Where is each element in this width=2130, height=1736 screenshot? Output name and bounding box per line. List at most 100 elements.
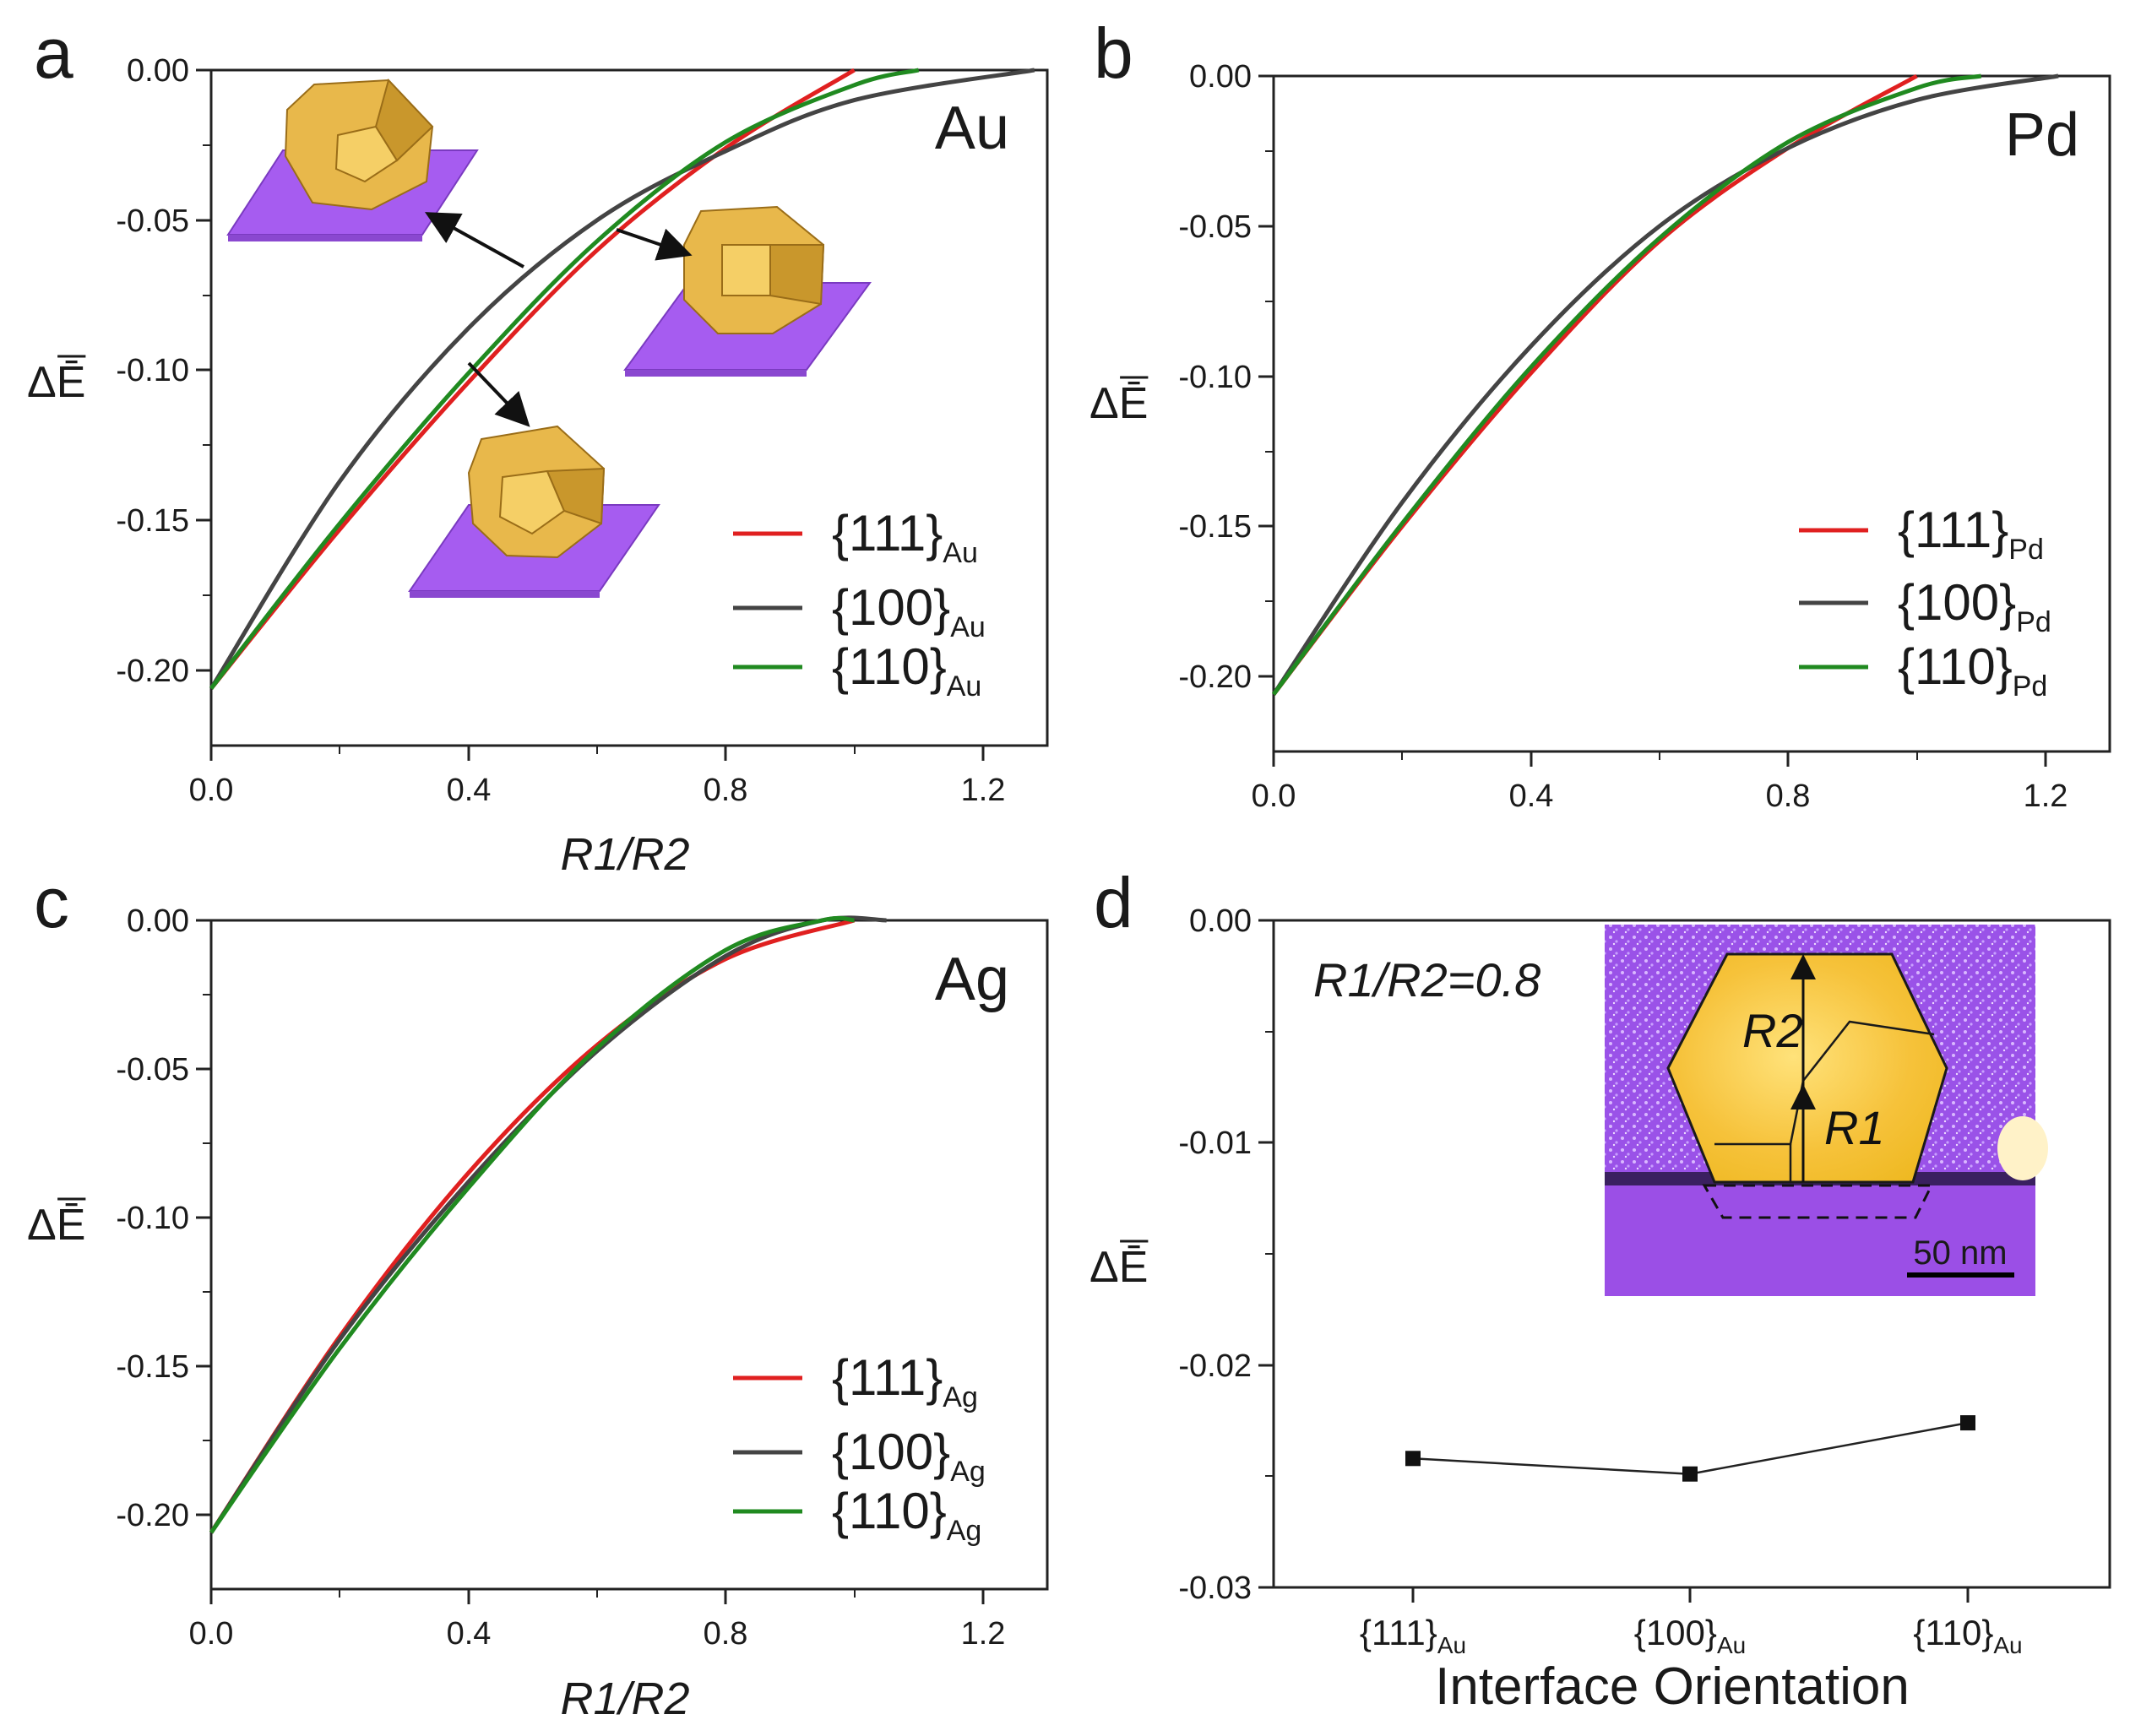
panel-c-yticks: [196, 919, 211, 1516]
ytick-label: -0.02: [1178, 1348, 1252, 1384]
data-point-110: [1960, 1415, 1975, 1431]
xtick-label: 0.8: [1766, 778, 1811, 814]
tem-r2-label: R2: [1742, 1004, 1803, 1057]
panel-b-xticks: [1272, 751, 2047, 767]
xtick-label: 0.0: [189, 773, 234, 808]
panel-c-frame: [209, 919, 1049, 1591]
panel-a-legend: {111}Au {100}Au {110}Au: [733, 505, 986, 703]
xtick-label: 0.4: [447, 1616, 492, 1652]
panel-d-letter: d: [1094, 863, 1133, 942]
ytick-label: -0.20: [116, 1498, 189, 1533]
x-axis-label: R1/R2: [560, 829, 689, 880]
arrow: [425, 212, 524, 269]
ytick-label: -0.10: [116, 353, 189, 388]
tem-inset: R2 R1 50 nm: [1605, 925, 2048, 1296]
ytick-label: -0.01: [1178, 1126, 1252, 1161]
legend-label: {100}Ag: [832, 1424, 986, 1488]
panel-a-xlabel: R1/R2: [560, 829, 689, 880]
panel-c-xticks: [209, 1589, 985, 1604]
xtick-label: 0.4: [447, 773, 492, 808]
panel-c: c 0.00 -0.05 -0.10 -0.15 -0.20 0.0: [27, 863, 1049, 1724]
panel-a: a 0.00 -0.05 -0.10 -0.15 -0.20 0.0: [27, 14, 1049, 880]
xtick-label: 1.2: [961, 773, 1006, 808]
legend-label: {111}Ag: [832, 1349, 978, 1413]
legend-label: {111}Pd: [1898, 502, 2044, 566]
y-axis-label: ΔĒ: [1089, 379, 1148, 428]
ytick-label: 0.00: [1189, 59, 1252, 95]
series-line-111-Au: [209, 68, 856, 690]
data-point-100: [1682, 1466, 1698, 1482]
panel-b-letter: b: [1094, 14, 1133, 93]
ytick-label: 0.00: [127, 903, 189, 939]
ytick-label: -0.15: [1178, 509, 1252, 545]
ytick-label: -0.05: [1178, 209, 1252, 245]
panel-a-ylabel: ΔĒ: [27, 355, 85, 407]
ytick-label: -0.05: [116, 203, 189, 239]
arrow: [616, 228, 693, 261]
category-label: {110}Au: [1913, 1613, 2022, 1658]
ytick-label: -0.15: [116, 503, 189, 539]
legend-label: {110}Au: [832, 638, 981, 703]
category-label: {111}Au: [1360, 1613, 1466, 1658]
panel-d-series: [1405, 1415, 1975, 1482]
y-axis-label: ΔĒ: [27, 358, 85, 407]
ytick-label: -0.10: [1178, 360, 1252, 395]
panel-c-series: [209, 915, 887, 1534]
ytick-label: -0.20: [116, 654, 189, 689]
x-axis-label: R1/R2: [560, 1674, 689, 1724]
xtick-label: 1.2: [961, 1616, 1006, 1652]
panel-a-frame: [209, 68, 1049, 747]
xtick-label: 0.0: [1252, 778, 1296, 814]
tem-facet-line: [1802, 1020, 1935, 1082]
panel-b: b 0.00 -0.05 -0.10 -0.15 -0.20 0.0: [1089, 14, 2111, 814]
data-point-111: [1405, 1451, 1421, 1467]
tem-neighbor-particle: [1997, 1116, 2048, 1180]
ytick-label: 0.00: [1189, 903, 1252, 939]
crystal-on-110-substrate: [623, 205, 872, 377]
crystal-on-111-substrate: [408, 425, 660, 598]
metal-label: Pd: [2005, 101, 2079, 169]
y-axis-label: ΔĒ: [1089, 1243, 1148, 1292]
legend-label: {100}Au: [832, 579, 986, 643]
panel-d: d 0.00 -0.01 -0.02 -0.03 {111}Au {100}Au…: [1089, 863, 2111, 1716]
crystal-arrows: [425, 212, 693, 427]
series-line-111-Ag: [209, 918, 856, 1534]
panel-b-series: [1271, 73, 2059, 696]
series-line-100-Ag: [209, 915, 887, 1534]
panel-d-yticks: [1258, 919, 1274, 1589]
ytick-label: -0.15: [116, 1349, 189, 1385]
x-axis-label: Interface Orientation: [1435, 1657, 1910, 1716]
legend-label: {110}Pd: [1898, 638, 2047, 703]
xtick-label: 0.4: [1509, 778, 1554, 814]
xtick-label: 0.8: [704, 773, 748, 808]
legend-label: {100}Pd: [1898, 574, 2051, 638]
ytick-label: 0.00: [127, 53, 189, 89]
xtick-label: 0.8: [704, 1616, 748, 1652]
ytick-label: -0.10: [116, 1201, 189, 1236]
panel-c-letter: c: [34, 863, 69, 942]
series-line-110-Pd: [1272, 73, 1982, 696]
panel-d-xticks: [1411, 1587, 1970, 1603]
series-line-110-Au: [209, 68, 920, 690]
tem-r1-label: R1: [1824, 1101, 1885, 1154]
series-line-100-Au: [209, 68, 1035, 690]
series-line-110-Ag: [209, 915, 855, 1534]
legend-label: {111}Au: [832, 505, 978, 569]
tem-crystal: [1666, 952, 1948, 1184]
panel-a-xticks: [209, 746, 985, 761]
category-label: {100}Au: [1634, 1613, 1746, 1658]
metal-label: Au: [935, 95, 1009, 162]
crystal-on-100-substrate: [226, 79, 479, 241]
ytick-label: -0.03: [1178, 1571, 1252, 1606]
metal-label: Ag: [935, 946, 1009, 1013]
panel-b-yticks: [1258, 74, 1274, 678]
legend-label: {110}Ag: [832, 1483, 981, 1547]
xtick-label: 1.2: [2024, 778, 2068, 814]
series-line-100-Pd: [1271, 73, 2059, 696]
panel-a-yticks: [196, 68, 211, 672]
panel-a-letter: a: [34, 14, 73, 93]
panel-b-frame: [1272, 74, 2111, 753]
ytick-label: -0.05: [116, 1052, 189, 1088]
y-axis-label: ΔĒ: [27, 1201, 85, 1250]
